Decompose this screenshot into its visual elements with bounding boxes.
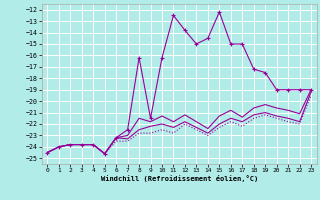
X-axis label: Windchill (Refroidissement éolien,°C): Windchill (Refroidissement éolien,°C) <box>100 175 258 182</box>
